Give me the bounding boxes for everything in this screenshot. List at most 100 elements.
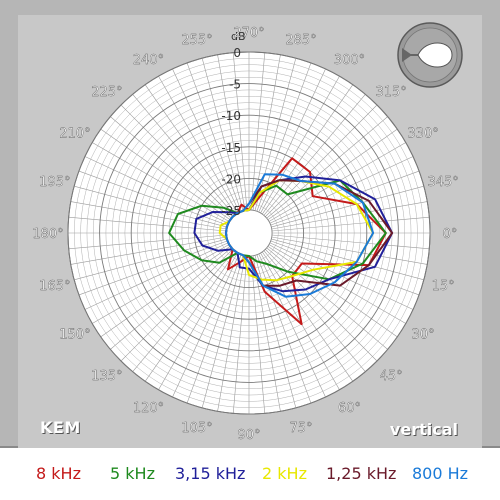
grid-ring xyxy=(130,114,368,352)
grid-spoke xyxy=(256,62,312,212)
grid-spoke xyxy=(260,76,340,214)
angle-label: 0° xyxy=(443,227,458,242)
angle-label: 45° xyxy=(380,369,403,384)
angle-label: 180° xyxy=(32,227,63,242)
angle-label: 285° xyxy=(285,33,316,48)
brand-logo: KEM xyxy=(40,418,81,437)
grid-spoke xyxy=(261,251,354,382)
grid-spoke xyxy=(267,128,398,221)
grid-spoke xyxy=(258,253,326,398)
grid-spoke xyxy=(70,201,227,230)
grid-spoke xyxy=(260,252,340,390)
angle-label: 150° xyxy=(59,328,90,343)
grid-spoke xyxy=(132,94,235,216)
grid-spoke xyxy=(271,234,430,250)
grid-spoke xyxy=(100,128,231,221)
legend-item: 5 kHz xyxy=(110,464,155,483)
grid-spoke xyxy=(158,76,238,214)
legend-item: 3,15 kHz xyxy=(175,464,246,483)
grid-spoke xyxy=(84,156,229,224)
series-5-khz-line xyxy=(168,179,387,281)
grid-spoke xyxy=(252,255,281,412)
angle-label: 30° xyxy=(412,328,435,343)
grid-spoke xyxy=(232,255,248,414)
grid-spoke xyxy=(110,116,232,219)
grid-spoke xyxy=(74,185,227,228)
grid-ring xyxy=(80,64,418,402)
legend-item: 8 kHz xyxy=(36,464,81,483)
grid-spoke xyxy=(201,255,244,408)
grid-spoke xyxy=(186,254,242,404)
angle-label: 135° xyxy=(91,369,122,384)
grid-ring xyxy=(99,83,399,383)
grid-spoke xyxy=(110,247,232,350)
grid-ring xyxy=(143,127,355,339)
grid-spoke xyxy=(270,240,420,296)
grid-ring xyxy=(181,165,317,301)
legend-item: 2 kHz xyxy=(262,464,307,483)
radial-tick-label: -15 xyxy=(221,141,241,155)
radial-tick-label: 0 xyxy=(233,46,241,60)
legend-item: 800 Hz xyxy=(412,464,469,483)
grid-ring xyxy=(137,121,361,345)
grid-spoke xyxy=(266,247,388,350)
grid-spoke xyxy=(271,185,424,228)
grid-spoke xyxy=(266,116,388,219)
grid-spoke xyxy=(120,104,233,217)
angle-label: 330° xyxy=(407,127,438,142)
angle-label: 225° xyxy=(91,85,122,100)
grid-ring xyxy=(74,58,424,408)
grid-ring xyxy=(93,77,405,389)
grid-ring xyxy=(156,140,342,326)
angle-label: 15° xyxy=(432,279,455,294)
angle-label: 315° xyxy=(375,85,406,100)
grid-ring xyxy=(118,102,380,364)
grid-ring xyxy=(149,133,349,333)
grid-spoke xyxy=(269,156,414,224)
grid-spoke xyxy=(252,54,281,211)
grid-ring xyxy=(200,184,298,282)
radial-tick-label: -25 xyxy=(221,204,241,218)
grid-spoke xyxy=(68,216,227,232)
grid-spoke xyxy=(68,234,227,250)
angle-label: 270° xyxy=(233,26,264,41)
grid-spoke xyxy=(270,170,420,226)
grid-spoke xyxy=(271,236,428,265)
grid-spoke xyxy=(158,252,238,390)
angle-label: 210° xyxy=(59,127,90,142)
radial-tick-label: -10 xyxy=(221,109,241,123)
grid-spoke xyxy=(271,238,424,281)
grid-spoke xyxy=(120,249,233,362)
grid-spoke xyxy=(267,245,398,338)
grid-spoke xyxy=(271,201,428,230)
grid-spoke xyxy=(265,104,378,217)
grid-spoke xyxy=(254,255,297,408)
grid-spoke xyxy=(250,52,266,211)
angle-label: 255° xyxy=(181,33,212,48)
grid-spoke xyxy=(217,255,246,412)
grid-spoke xyxy=(263,94,366,216)
grid-spoke xyxy=(92,244,230,324)
angle-label: 120° xyxy=(133,401,164,416)
angle-label: 90° xyxy=(237,428,260,443)
grid-ring xyxy=(175,159,323,307)
cardioid-arrow-icon xyxy=(397,22,463,88)
grid-spoke xyxy=(84,242,229,310)
angle-label: 60° xyxy=(338,401,361,416)
chart-panel: 0 -5 -10 -15 -20 -25 dB 0° 15° 30° 45° 60° 75° 90° 105… xyxy=(0,0,500,448)
angle-label: 165° xyxy=(39,279,70,294)
grid-spoke xyxy=(261,84,354,215)
grid-spoke xyxy=(271,216,430,232)
grid-spoke xyxy=(172,253,240,398)
view-label: vertical xyxy=(389,420,458,439)
grid-ring xyxy=(67,51,431,415)
radial-unit-label: dB xyxy=(231,30,246,43)
grid-spoke xyxy=(265,249,378,362)
grid-spoke xyxy=(144,251,237,382)
legend: 8 kHz 5 kHz 3,15 kHz 2 kHz 1,25 kHz 800 Hz xyxy=(0,448,500,500)
grid-spoke xyxy=(268,244,406,324)
angle-label: 195° xyxy=(39,175,70,190)
grid-ring xyxy=(187,171,311,295)
grid-spoke xyxy=(172,68,240,213)
series-800-hz-line xyxy=(225,173,375,298)
